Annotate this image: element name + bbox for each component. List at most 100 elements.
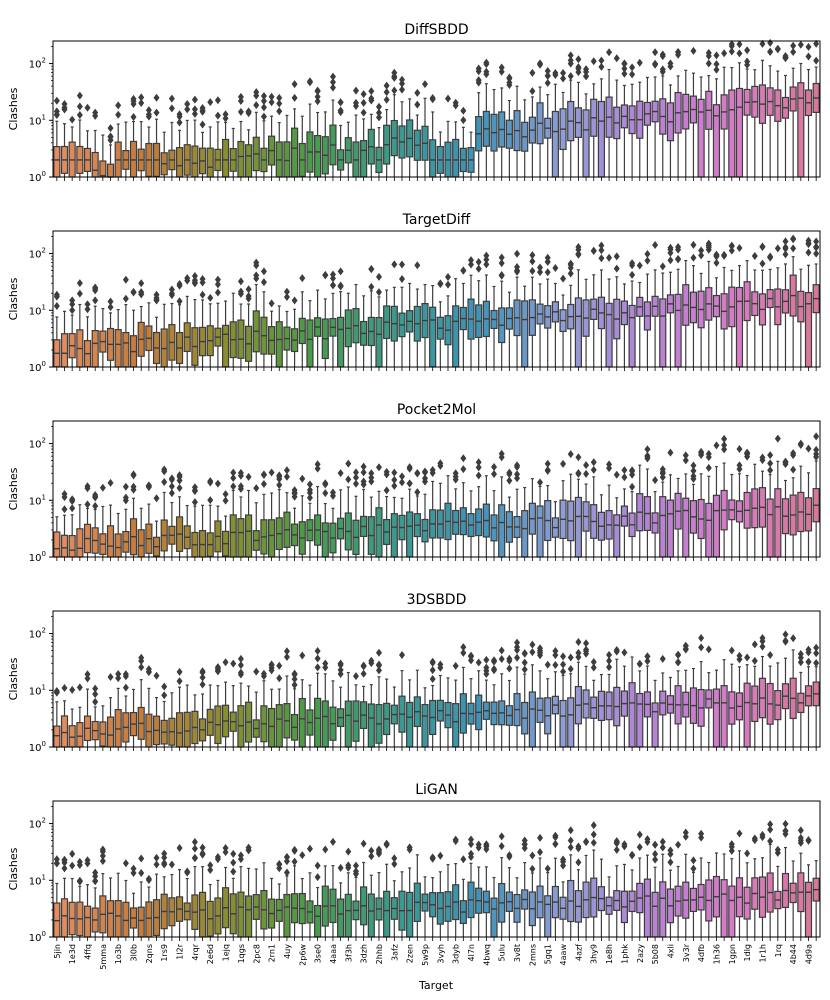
y-axis-label: Clashes	[7, 277, 20, 320]
box	[198, 103, 207, 177]
box	[306, 844, 314, 937]
box	[482, 655, 490, 747]
outlier	[590, 838, 597, 847]
outlier	[291, 670, 298, 679]
box	[268, 468, 276, 558]
outlier	[797, 40, 804, 49]
box	[406, 463, 414, 558]
box	[398, 260, 406, 367]
outlier	[682, 451, 689, 460]
box	[168, 94, 176, 177]
outlier	[421, 80, 428, 89]
outlier	[575, 242, 582, 251]
outlier	[260, 267, 267, 276]
outlier	[237, 92, 244, 101]
box	[168, 285, 176, 367]
box	[674, 47, 682, 177]
box	[237, 468, 245, 558]
box	[152, 494, 161, 557]
outlier	[429, 95, 436, 104]
box	[705, 449, 713, 558]
outlier	[222, 848, 229, 857]
outlier	[751, 640, 758, 649]
outlier	[391, 68, 398, 77]
outlier	[237, 287, 244, 296]
outlier	[352, 861, 359, 870]
outlier	[375, 272, 382, 281]
box	[298, 851, 306, 937]
box	[237, 92, 245, 178]
target-label: 3se0	[314, 944, 323, 963]
outlier	[621, 842, 628, 851]
outlier	[475, 458, 482, 467]
box	[766, 252, 774, 367]
box	[298, 651, 306, 748]
outlier	[452, 661, 459, 670]
outlier	[314, 654, 321, 663]
outlier	[652, 850, 659, 859]
outlier	[629, 482, 636, 491]
box	[76, 279, 84, 368]
box	[60, 855, 69, 938]
outlier	[115, 670, 122, 679]
box	[53, 290, 61, 368]
box	[83, 670, 92, 747]
outlier	[237, 668, 244, 677]
outlier	[498, 842, 505, 851]
outlier	[199, 850, 206, 859]
outlier	[191, 837, 198, 846]
box	[275, 471, 283, 557]
outlier	[606, 460, 613, 469]
outlier	[61, 505, 68, 514]
outlier	[337, 98, 344, 107]
box	[252, 868, 260, 937]
outlier	[782, 458, 789, 467]
box	[797, 439, 805, 557]
outlier	[245, 472, 252, 481]
outlier	[583, 649, 590, 658]
target-label: 2rn1	[268, 944, 277, 962]
box-body	[367, 893, 375, 938]
box	[114, 309, 122, 368]
y-tick-label: 100	[29, 170, 46, 184]
outlier	[291, 680, 298, 689]
target-label: 1phk	[620, 944, 629, 964]
box	[613, 252, 621, 367]
outlier	[621, 59, 628, 68]
outlier	[429, 853, 436, 862]
box	[636, 659, 644, 748]
outlier	[130, 868, 137, 877]
outlier	[560, 459, 567, 468]
outlier	[460, 266, 467, 275]
outlier	[782, 237, 789, 246]
outlier	[398, 275, 405, 284]
box	[406, 98, 414, 177]
box-body	[306, 319, 314, 368]
outlier	[744, 57, 751, 66]
box-body	[697, 98, 705, 178]
outlier	[767, 820, 774, 829]
box-body	[605, 302, 613, 368]
outlier	[76, 877, 83, 886]
box	[291, 80, 299, 178]
outlier	[107, 136, 114, 145]
box	[337, 659, 345, 747]
box	[528, 478, 536, 557]
outlier	[115, 101, 122, 110]
box	[490, 463, 498, 557]
outlier	[483, 58, 490, 67]
outlier	[153, 293, 160, 302]
box-body	[406, 511, 414, 558]
box	[160, 849, 168, 937]
target-label: 3hy9	[590, 944, 599, 964]
outlier	[452, 469, 459, 478]
box-body	[291, 127, 299, 178]
box	[91, 283, 99, 368]
outlier	[567, 263, 574, 272]
box-body	[567, 697, 575, 748]
box	[812, 432, 820, 557]
box	[344, 847, 352, 938]
outlier	[176, 843, 183, 852]
outlier	[268, 98, 275, 107]
outlier	[690, 474, 697, 483]
